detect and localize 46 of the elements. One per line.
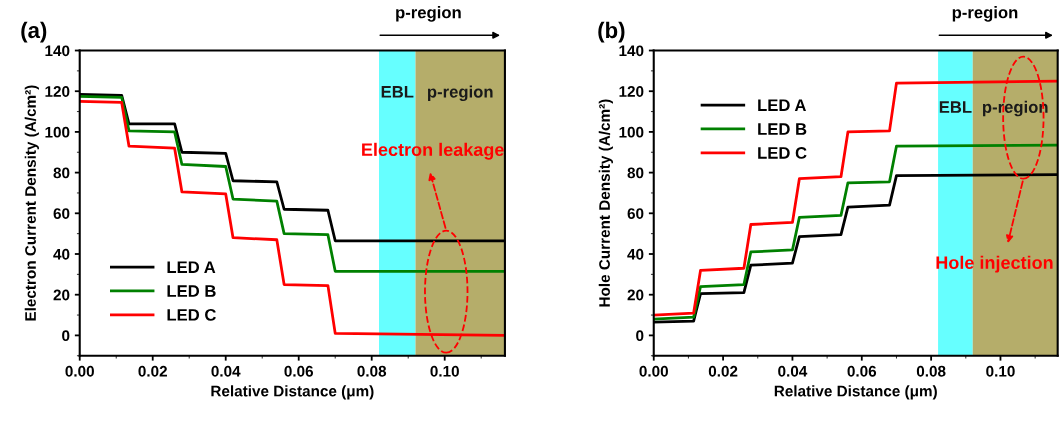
x-tick-label: 0.02 — [708, 365, 738, 377]
x-tick-label: 0.02 — [138, 365, 167, 377]
legend-label: LED A — [758, 99, 807, 111]
x-axis-title: Relative Distance (μm) — [774, 385, 937, 400]
legend-label: LED B — [167, 285, 216, 297]
y-tick-label: 120 — [45, 86, 70, 97]
y-tick-label: 120 — [619, 86, 644, 97]
x-tick-label: 0.10 — [430, 365, 459, 377]
legend-label: LED A — [167, 261, 216, 273]
x-tick-label: 0.08 — [357, 365, 387, 377]
y-tick-label: 60 — [627, 208, 644, 219]
x-tick-label: 0.04 — [778, 365, 808, 377]
x-tick-label: 0.00 — [639, 365, 668, 377]
text: p-region — [396, 6, 461, 22]
y-tick-label: 140 — [619, 45, 644, 57]
line-series — [653, 143, 1058, 321]
legend-label: LED C — [167, 308, 216, 321]
x-tick-label: 0.06 — [847, 365, 877, 377]
x-tick-label: 0.10 — [986, 365, 1015, 377]
y-tick-label: 0 — [636, 330, 644, 342]
x-tick-label: 0.06 — [284, 365, 314, 377]
y-tick-label: 40 — [53, 248, 70, 260]
text: (b) — [598, 21, 625, 43]
y-axis-title: Electron Current Density (A/cm²) — [24, 85, 39, 321]
y-tick-label: 80 — [627, 167, 644, 179]
y-tick-label: 80 — [53, 167, 70, 179]
text: (a) — [21, 21, 47, 43]
y-tick-label: 100 — [45, 126, 70, 138]
x-tick-label: 0.04 — [211, 365, 241, 377]
y-tick-label: 40 — [627, 248, 644, 260]
y-tick-label: 0 — [62, 330, 70, 342]
legend-label: LED B — [758, 123, 807, 135]
legend-label: LED C — [758, 147, 807, 159]
y-tick-label: 20 — [627, 289, 644, 301]
text: p-region — [952, 6, 1018, 22]
band-label: EBL — [381, 86, 414, 98]
x-tick-label: 0.08 — [916, 365, 946, 377]
y-axis-title: Hole Current Density (A/cm²) — [598, 99, 613, 307]
x-axis-title: Relative Distance (μm) — [211, 385, 374, 400]
y-tick-label: 20 — [53, 289, 70, 301]
y-tick-label: 140 — [45, 45, 70, 57]
band-label: EBL — [939, 101, 972, 113]
y-tick-label: 100 — [619, 126, 644, 138]
x-tick-label: 0.00 — [65, 365, 94, 377]
band-label: p-region — [427, 85, 493, 102]
y-tick-label: 60 — [53, 208, 70, 219]
